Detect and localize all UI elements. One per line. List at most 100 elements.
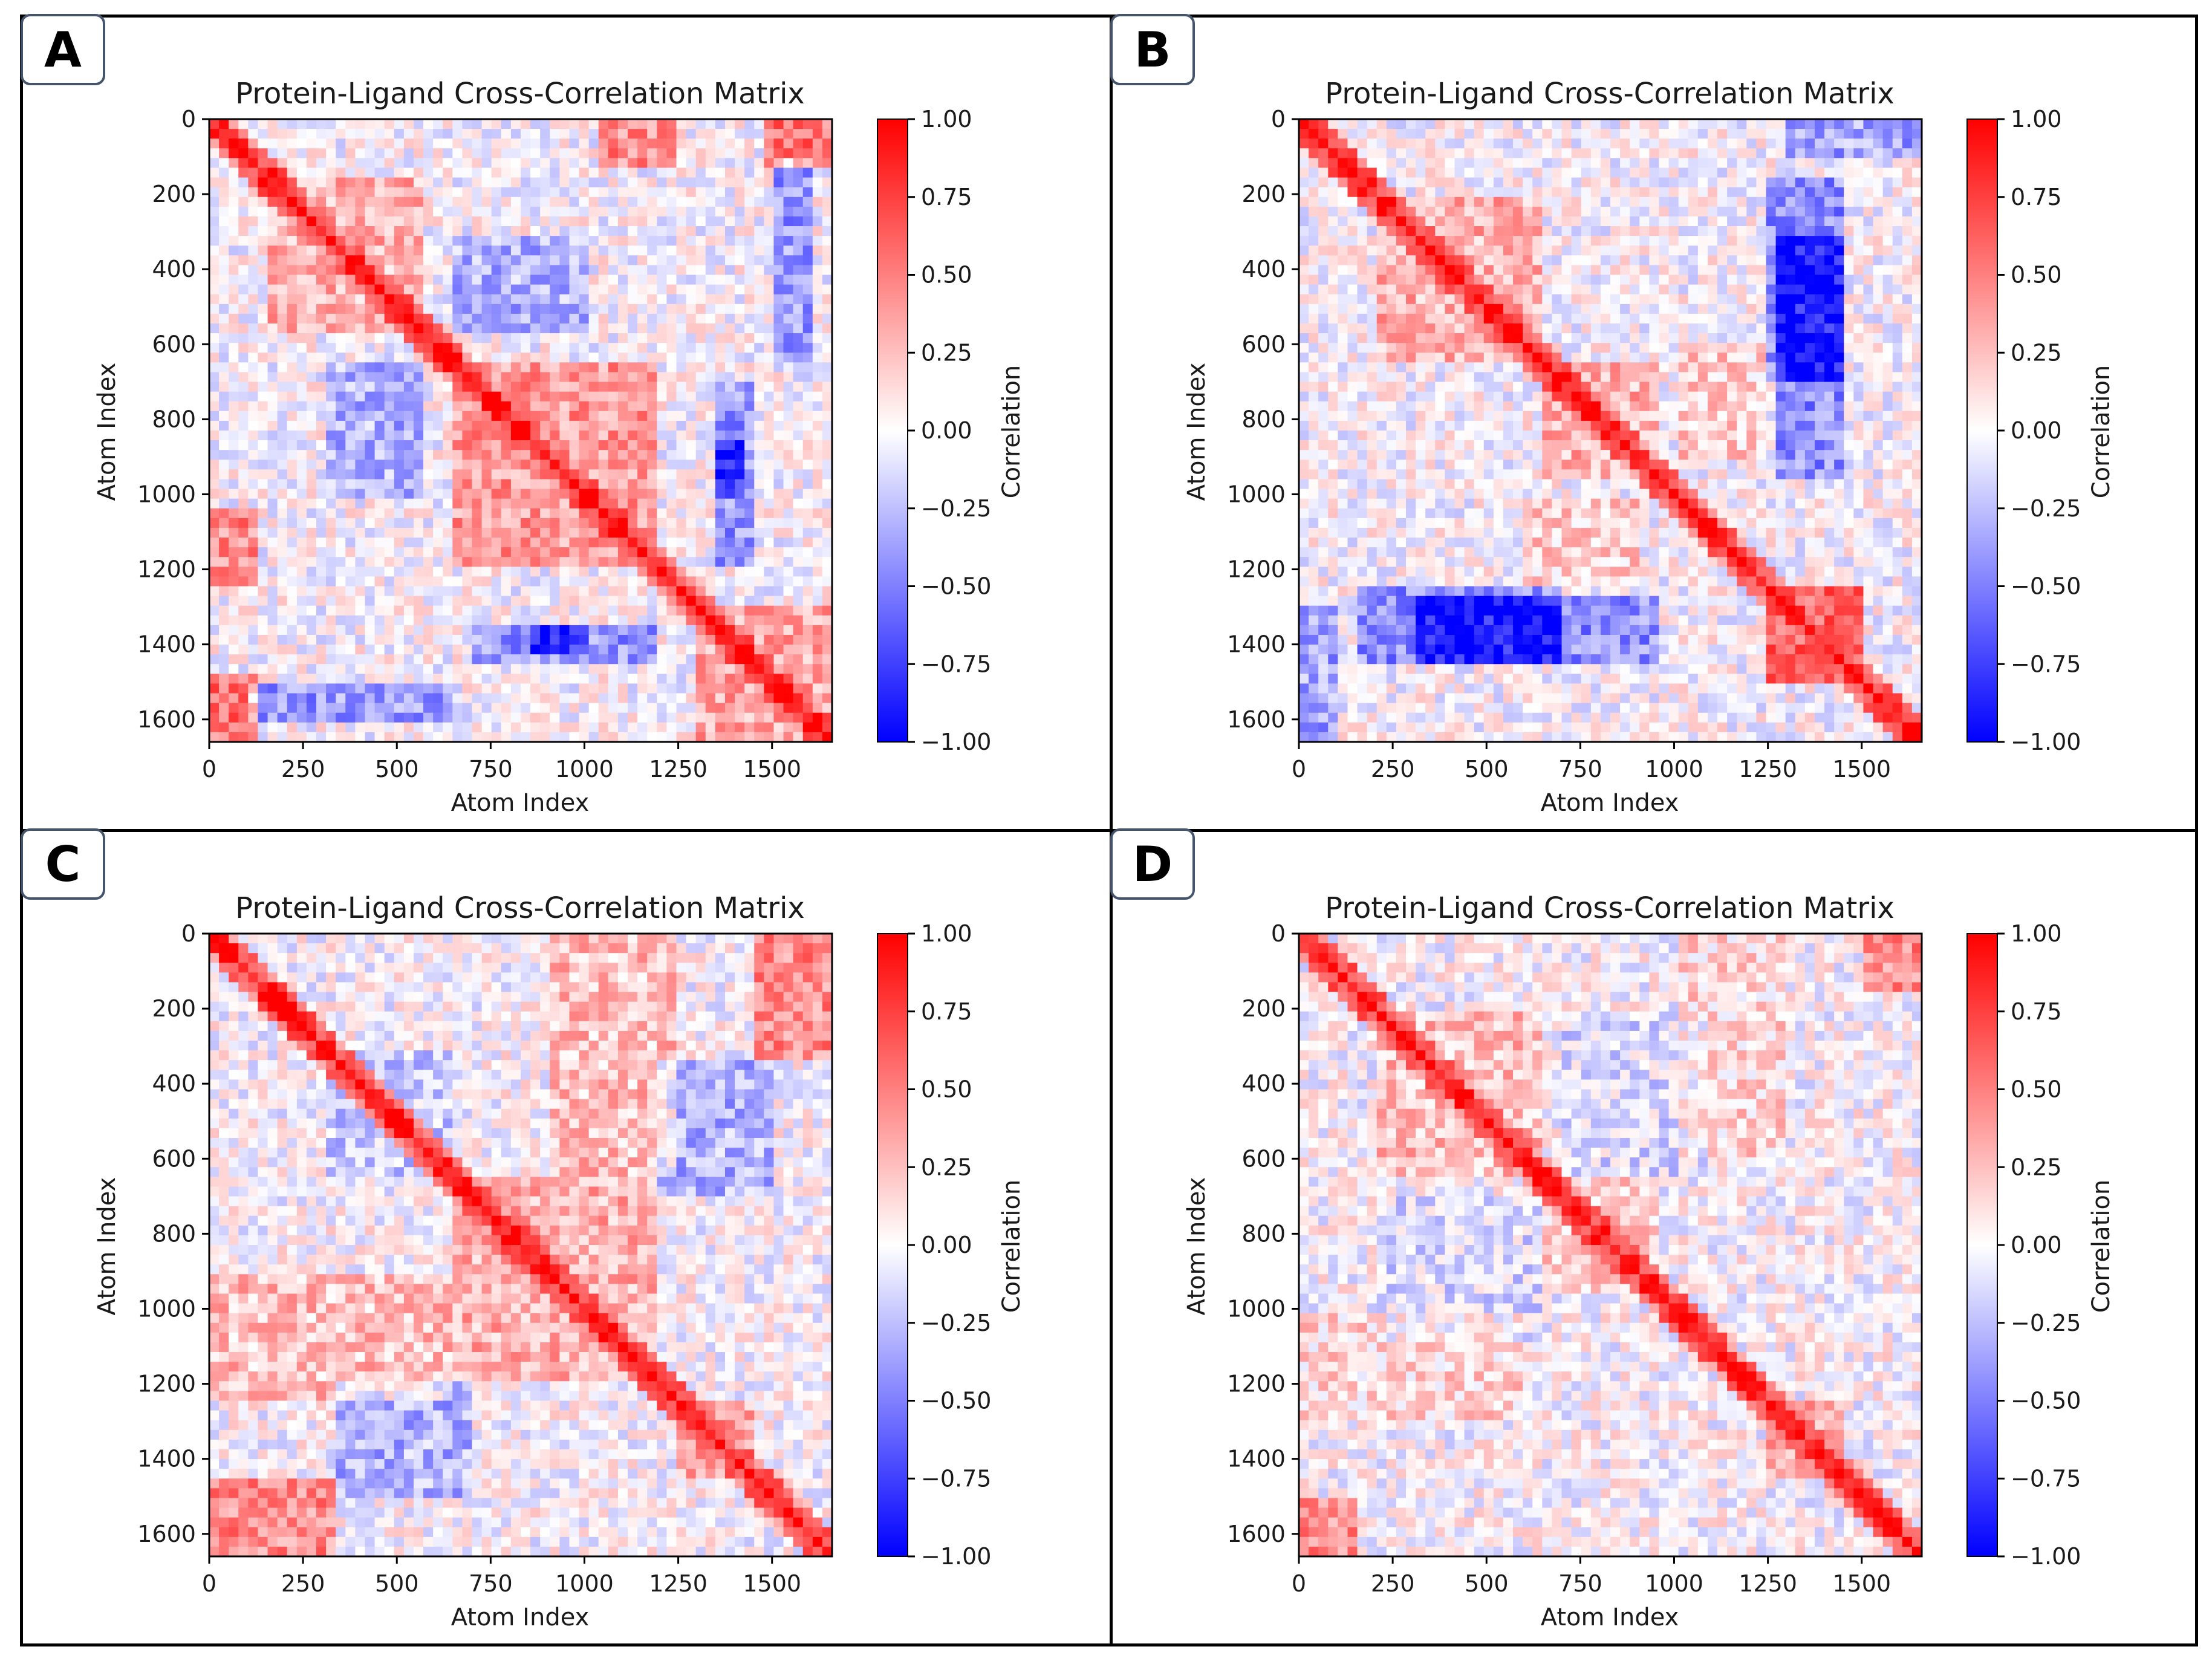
heatmap-cell xyxy=(783,226,794,236)
heatmap-cell xyxy=(296,294,307,305)
heatmap-cell xyxy=(579,158,590,169)
heatmap-cell xyxy=(326,693,336,704)
heatmap-cell xyxy=(1357,557,1368,567)
heatmap-cell xyxy=(637,547,648,557)
heatmap-cell xyxy=(462,167,473,178)
heatmap-cell xyxy=(287,245,298,256)
heatmap-cell xyxy=(1328,527,1338,538)
heatmap-cell xyxy=(705,703,716,713)
heatmap-cell xyxy=(248,148,259,158)
heatmap-cell xyxy=(812,138,823,149)
heatmap-cell xyxy=(550,411,560,421)
heatmap-cell xyxy=(695,586,706,597)
heatmap-cell xyxy=(569,148,580,158)
heatmap-cell xyxy=(1552,129,1563,139)
heatmap-cell xyxy=(764,674,775,684)
heatmap-cell xyxy=(336,460,346,470)
heatmap-cell xyxy=(540,460,550,470)
heatmap-cell xyxy=(267,411,278,421)
heatmap-cell xyxy=(647,265,657,276)
heatmap-cell xyxy=(1532,129,1543,139)
heatmap-cell xyxy=(715,420,726,431)
heatmap-cell xyxy=(1347,469,1358,480)
heatmap-cell xyxy=(443,333,453,343)
heatmap-cell xyxy=(724,304,735,314)
heatmap-cell xyxy=(579,693,590,704)
heatmap-cell xyxy=(316,450,327,460)
heatmap-cell xyxy=(569,450,580,460)
heatmap-cell xyxy=(336,625,346,635)
heatmap-cell xyxy=(812,440,823,450)
heatmap-cell xyxy=(1309,527,1319,538)
heatmap-cell xyxy=(413,498,424,509)
heatmap-cell xyxy=(764,489,775,499)
heatmap-cell xyxy=(510,596,521,606)
heatmap-cell xyxy=(637,440,648,450)
heatmap-cell xyxy=(812,313,823,324)
heatmap-cell xyxy=(1299,411,1309,421)
heatmap-cell xyxy=(550,693,560,704)
heatmap-cell xyxy=(686,411,697,421)
heatmap-cell xyxy=(296,333,307,343)
heatmap-cell xyxy=(1347,362,1358,373)
heatmap-cell xyxy=(783,236,794,246)
heatmap-cell xyxy=(724,158,735,169)
heatmap-cell xyxy=(1756,129,1767,139)
heatmap-cell xyxy=(355,343,366,353)
heatmap-cell xyxy=(812,732,823,743)
heatmap-cell xyxy=(248,129,259,139)
heatmap-cell xyxy=(443,343,453,353)
heatmap-cell xyxy=(1590,138,1601,149)
heatmap-cell xyxy=(413,138,424,149)
heatmap-cell xyxy=(530,518,541,528)
heatmap-cell xyxy=(657,683,667,694)
heatmap-cell xyxy=(316,401,327,412)
heatmap-cell xyxy=(783,440,794,450)
heatmap-cell xyxy=(617,167,628,178)
heatmap-cell xyxy=(628,674,638,684)
heatmap-cell xyxy=(258,411,268,421)
heatmap-cell xyxy=(374,129,385,139)
heatmap-cell xyxy=(384,460,395,470)
heatmap-cell xyxy=(296,683,307,694)
heatmap-cell xyxy=(793,294,804,305)
heatmap-cell xyxy=(715,265,726,276)
heatmap-cell xyxy=(705,391,716,402)
heatmap-cell xyxy=(277,460,288,470)
heatmap-cell xyxy=(306,187,317,198)
heatmap-cell xyxy=(647,216,657,227)
heatmap-cell xyxy=(413,236,424,246)
heatmap-cell xyxy=(715,167,726,178)
y-tick-label: 400 xyxy=(152,256,196,282)
heatmap-cell xyxy=(1338,129,1348,139)
heatmap-cell xyxy=(345,411,356,421)
heatmap-cell xyxy=(472,654,483,665)
heatmap-cell xyxy=(1630,138,1640,149)
heatmap-cell xyxy=(812,420,823,431)
heatmap-cell xyxy=(617,538,628,548)
heatmap-cell xyxy=(773,206,784,217)
heatmap-cell xyxy=(1668,148,1679,158)
heatmap-cell xyxy=(783,674,794,684)
heatmap-cell xyxy=(715,498,726,509)
heatmap-cell xyxy=(628,401,638,412)
heatmap-cell xyxy=(336,722,346,733)
heatmap-cell xyxy=(588,148,599,158)
heatmap-cell xyxy=(608,391,619,402)
heatmap-cell xyxy=(306,703,317,713)
heatmap-cell xyxy=(423,119,434,129)
heatmap-cell xyxy=(1357,333,1368,343)
heatmap-cell xyxy=(598,654,609,665)
heatmap-cell xyxy=(306,372,317,383)
heatmap-cell xyxy=(413,654,424,665)
heatmap-cell xyxy=(802,313,813,324)
heatmap-cell xyxy=(501,518,512,528)
heatmap-cell xyxy=(296,615,307,626)
heatmap-cell xyxy=(569,382,580,392)
heatmap-cell xyxy=(521,498,531,509)
heatmap-cell xyxy=(802,450,813,460)
heatmap-cell xyxy=(462,362,473,373)
heatmap-cell xyxy=(559,333,570,343)
heatmap-cell xyxy=(326,313,336,324)
heatmap-cell xyxy=(1746,167,1757,178)
